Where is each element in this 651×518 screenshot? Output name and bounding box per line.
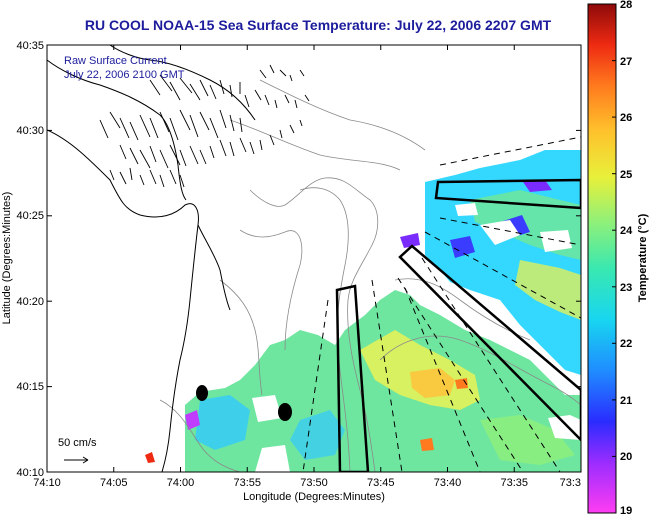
colorbar-tick: 22: [620, 338, 632, 350]
current-vector: [244, 89, 310, 109]
colorbar-tick: 25: [620, 169, 632, 181]
contour-line: [299, 187, 351, 472]
scale-label: 50 cm/s: [58, 437, 97, 449]
x-tick-label: 73:55: [233, 477, 261, 489]
sst-field: [145, 150, 581, 472]
coastline-path: [197, 224, 231, 311]
sst-band-orange-south: [410, 368, 455, 398]
study-boxes: [335, 178, 581, 472]
x-tick-label: 73:50: [300, 477, 328, 489]
current-vector-field: [99, 64, 310, 188]
x-axis: 74:10 74:05 74:00 73:55 73:50 73:45 73:4…: [33, 45, 581, 503]
contour-line: [159, 399, 241, 472]
sst-cloud-gap-3: [455, 203, 478, 216]
sst-red-spot: [145, 452, 155, 463]
dashed-line: [302, 299, 329, 472]
dashed-line: [404, 287, 481, 472]
colorbar-tick: 26: [620, 112, 632, 124]
y-tick-label: 40:30: [16, 125, 44, 137]
legend-line-1: Raw Surface Current: [64, 55, 167, 67]
x-tick-label: 73:40: [434, 477, 462, 489]
station-marker: [196, 385, 208, 401]
y-tick-label: 40:25: [16, 210, 44, 222]
sst-cloud-gap-1: [480, 220, 520, 245]
dashed-line: [397, 277, 524, 472]
sst-cold-spot-5: [185, 410, 200, 430]
station-marker: [278, 403, 292, 421]
x-axis-label: Longitude (Degrees:Minutes): [243, 491, 385, 503]
sst-cloud-gap-4: [252, 395, 282, 422]
x-tick-label: 74:10: [33, 477, 61, 489]
contour-line: [249, 177, 379, 472]
contour-line: [239, 229, 303, 351]
colorbar-tick: 27: [620, 56, 632, 68]
colorbar-tick: 21: [620, 395, 632, 407]
current-vector: [219, 119, 303, 157]
x-tick-label: 73:45: [367, 477, 395, 489]
map-plot-area: Raw Surface Current July 22, 2006 2100 G…: [46, 44, 582, 473]
current-vector: [119, 144, 215, 169]
y-tick-label: 40:20: [16, 296, 44, 308]
x-tick-label: 74:05: [100, 477, 128, 489]
contour-line: [394, 278, 531, 341]
study-box-north: [434, 178, 581, 210]
sst-cloud-gap-2: [540, 230, 572, 252]
current-vector: [99, 109, 243, 141]
current-vector: [109, 167, 185, 188]
dashed-line: [439, 136, 581, 166]
dashed-sector-lines: [302, 136, 581, 472]
y-axis-label: Latitude (Degrees:Minutes): [1, 192, 13, 325]
coastline: [47, 45, 256, 472]
study-box-south: [335, 284, 370, 472]
y-tick-label: 40:10: [16, 467, 44, 479]
x-tick-label: 73:35: [500, 477, 528, 489]
coastline-path: [109, 45, 256, 121]
temperature-colorbar: 28 27 26 25 24 23 22 21 20 19 Temperatur…: [587, 0, 649, 517]
colorbar-gradient: [587, 3, 617, 514]
sst-band-yellow-northeast: [515, 260, 581, 320]
sst-cold-spot-1: [523, 180, 552, 192]
sst-warm-spot-2: [420, 438, 434, 451]
sst-cloud-gap-6: [548, 415, 581, 440]
sst-band-green-southeast: [480, 415, 575, 465]
contour-line: [219, 279, 263, 396]
study-box-southeast: [398, 244, 581, 442]
sst-cloud-gap-5: [255, 445, 290, 472]
legend-line-2: July 22, 2006 2100 GMT: [64, 69, 185, 81]
map-title: RU COOL NOAA-15 Sea Surface Temperature:…: [85, 17, 552, 33]
scale-arrow: [64, 456, 89, 464]
colorbar-tick: 23: [620, 282, 632, 294]
colorbar-label: Temperature (°C): [637, 213, 649, 302]
y-tick-label: 40:15: [16, 381, 44, 393]
sst-band-cyan-south-2: [290, 410, 345, 460]
x-tick-label: 74:00: [167, 477, 195, 489]
current-vector: [259, 64, 305, 82]
sst-band-cyan-south: [195, 395, 250, 450]
colorbar-tick: 19: [620, 505, 632, 517]
contour-line: [229, 119, 401, 171]
y-tick-label: 40:35: [16, 40, 44, 52]
colorbar-tick: 28: [620, 0, 632, 11]
contour-line: [259, 79, 426, 151]
dashed-line: [439, 217, 581, 246]
current-vector: [149, 74, 241, 101]
dashed-line: [424, 231, 581, 319]
sst-cold-spot-4: [450, 236, 475, 258]
x-tick-label: 73:3: [560, 477, 581, 489]
coastline-path: [47, 59, 187, 201]
colorbar-tick: 20: [620, 451, 632, 463]
dashed-line: [421, 257, 561, 472]
y-axis: 40:35 40:30 40:25 40:20 40:15 40:10 Lati…: [1, 40, 581, 479]
colorbar-tick: 24: [620, 225, 633, 237]
sst-cold-spot-3: [400, 233, 420, 248]
